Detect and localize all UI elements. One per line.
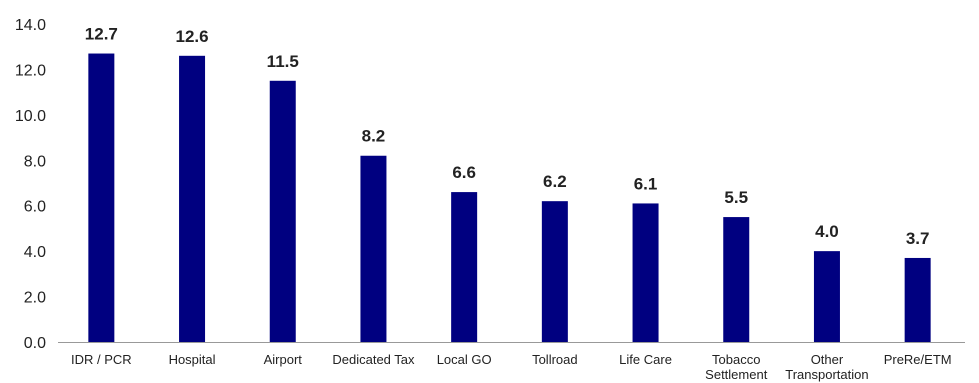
x-category-label: Hospital xyxy=(169,352,216,367)
bar-data-label: 6.1 xyxy=(634,174,658,193)
bar-series xyxy=(88,53,931,343)
bar-data-label: 12.7 xyxy=(85,25,118,44)
y-tick-label: 4.0 xyxy=(24,244,46,261)
y-tick-label: 2.0 xyxy=(24,290,46,307)
x-category-label: Tollroad xyxy=(532,352,578,367)
y-tick-label: 8.0 xyxy=(24,153,46,170)
bar xyxy=(269,80,296,343)
bar xyxy=(179,55,206,343)
x-category-label: IDR / PCR xyxy=(71,352,132,367)
x-category-label: Tobacco Settlement xyxy=(705,352,768,382)
x-axis-category-labels: IDR / PCR Hospital Airport Dedicated Tax Loc… xyxy=(71,352,952,382)
bar xyxy=(541,201,568,342)
bar-data-label: 11.5 xyxy=(267,52,299,71)
x-category-label: Local GO xyxy=(437,352,492,367)
y-tick-label: 12.0 xyxy=(15,62,46,79)
y-axis-ticks: 0.0 2.0 4.0 6.0 8.0 10.0 12.0 14.0 xyxy=(15,17,46,352)
bar-data-label: 12.6 xyxy=(176,27,209,46)
x-category-label: PreRe/ETM xyxy=(884,352,952,367)
bar xyxy=(451,192,478,342)
y-tick-label: 6.0 xyxy=(24,199,46,216)
bar-data-label: 8.2 xyxy=(362,127,386,146)
bar-data-label: 5.5 xyxy=(724,188,748,207)
x-category-label: Airport xyxy=(264,352,303,367)
x-category-label: Dedicated Tax xyxy=(332,352,415,367)
bar xyxy=(723,217,750,342)
bar xyxy=(904,257,931,342)
bar-data-label: 3.7 xyxy=(906,229,930,248)
bar-data-label: 6.6 xyxy=(452,163,476,182)
data-labels: 12.7 12.6 11.5 8.2 6.6 6.2 6.1 5.5 4.0 3.7 xyxy=(85,25,930,248)
bar-data-label: 4.0 xyxy=(815,222,839,241)
bar xyxy=(360,155,387,342)
x-category-label: Other Transportation xyxy=(785,352,868,382)
bar xyxy=(632,203,659,342)
x-category-label: Life Care xyxy=(619,352,672,367)
bar xyxy=(813,251,840,342)
bar-data-label: 6.2 xyxy=(543,172,567,191)
y-tick-label: 14.0 xyxy=(15,17,46,34)
y-tick-label: 0.0 xyxy=(24,335,46,352)
y-tick-label: 10.0 xyxy=(15,108,46,125)
bar xyxy=(88,53,115,343)
